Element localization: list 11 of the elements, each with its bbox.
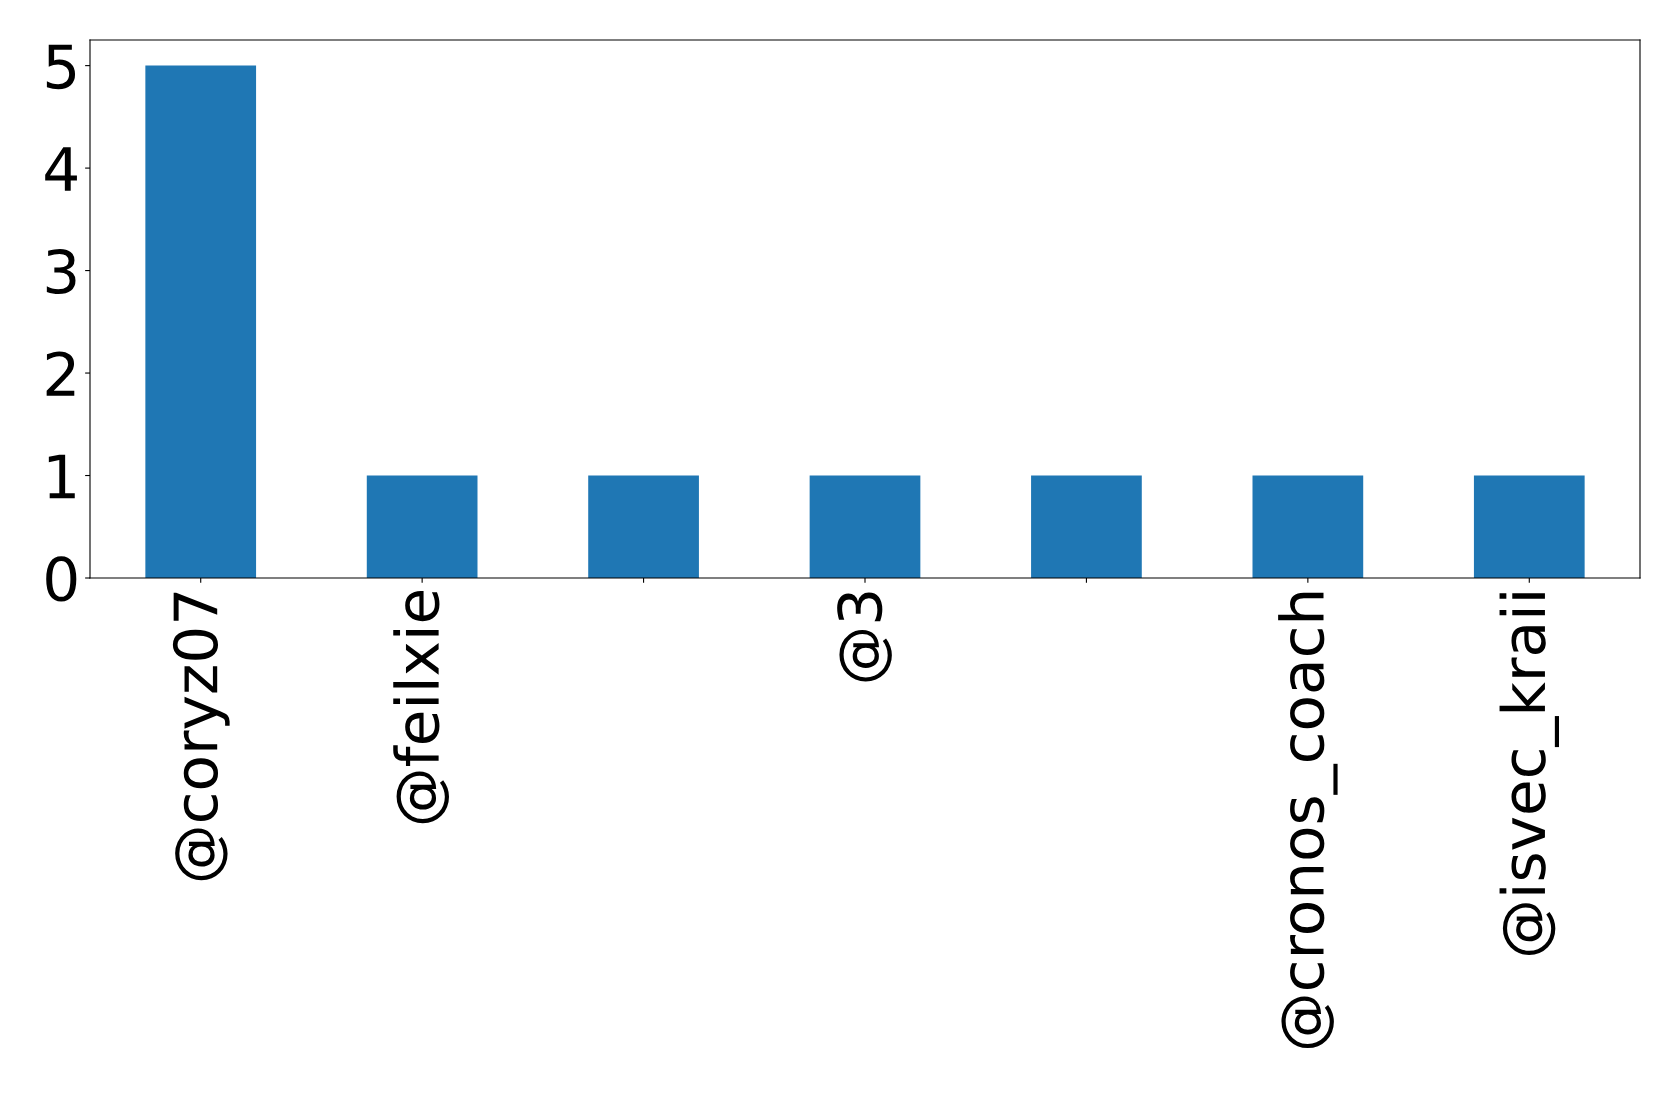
x-tick-label: @feilxie	[393, 590, 450, 824]
y-tick-label: 1	[48, 454, 75, 499]
x-tick-label: @cronos_coach	[1278, 592, 1338, 1049]
y-tick-label: 2	[46, 351, 75, 396]
x-tick-label: @isvec_kraii	[1499, 593, 1560, 955]
y-tick-label: 3	[46, 248, 76, 295]
x-tick-label: @coryz07	[172, 592, 230, 881]
x-tick-label: @3	[837, 592, 892, 682]
y-tick-label: 0	[46, 556, 77, 602]
y-tick-label: 4	[45, 147, 77, 191]
y-tick-label: 5	[46, 44, 76, 90]
